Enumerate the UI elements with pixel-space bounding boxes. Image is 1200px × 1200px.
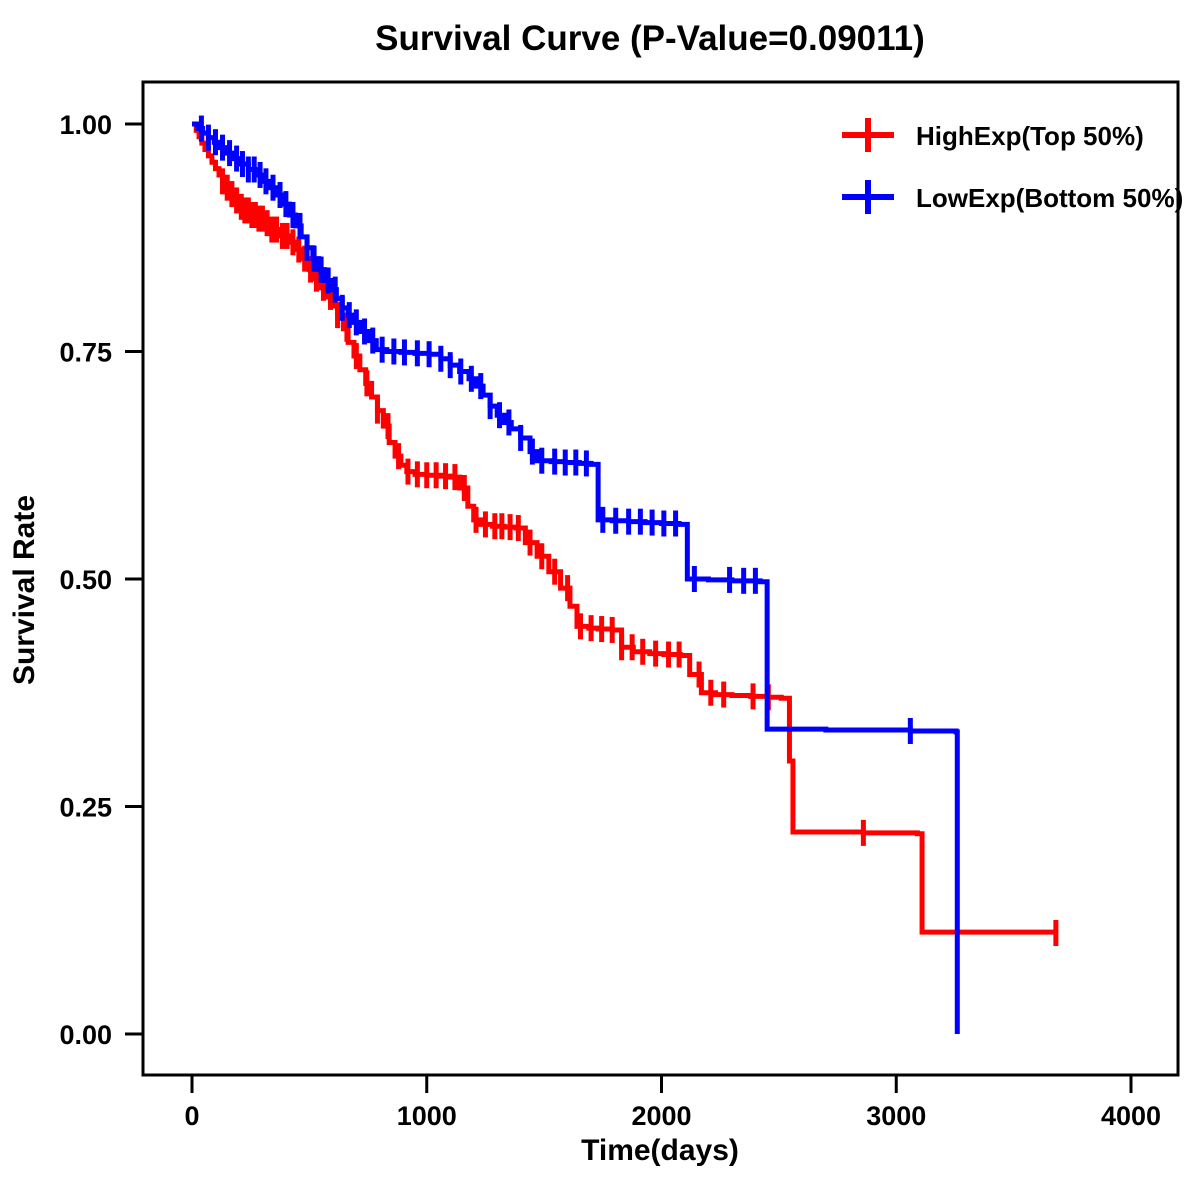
x-tick-label: 4000 (1101, 1101, 1161, 1131)
survival-curves (192, 115, 1059, 1034)
chart-title: Survival Curve (P-Value=0.09011) (375, 19, 925, 58)
x-tick-label: 1000 (397, 1101, 457, 1131)
survival-step-line (192, 121, 1059, 935)
y-tick-label: 1.00 (59, 110, 112, 140)
y-axis-title: Survival Rate (8, 495, 41, 685)
survival-series (192, 121, 1059, 946)
x-axis-title: Time(days) (581, 1134, 739, 1167)
survival-series (192, 115, 960, 1034)
x-tick-label: 3000 (866, 1101, 926, 1131)
x-axis-ticks: 0 1000 2000 3000 4000 (184, 1075, 1161, 1131)
y-tick-label: 0.75 (59, 338, 112, 368)
legend-label: LowExp(Bottom 50%) (916, 183, 1183, 213)
legend-label: HighExp(Top 50%) (916, 121, 1144, 151)
chart-legend: HighExp(Top 50%) LowExp(Bottom 50%) (842, 118, 1183, 214)
y-tick-label: 0.00 (59, 1020, 112, 1050)
y-axis-ticks: 0.00 0.25 0.50 0.75 1.00 (59, 110, 143, 1050)
x-tick-label: 2000 (631, 1101, 691, 1131)
y-tick-label: 0.50 (59, 565, 112, 595)
y-tick-label: 0.25 (59, 793, 112, 823)
x-tick-label: 0 (184, 1101, 199, 1131)
